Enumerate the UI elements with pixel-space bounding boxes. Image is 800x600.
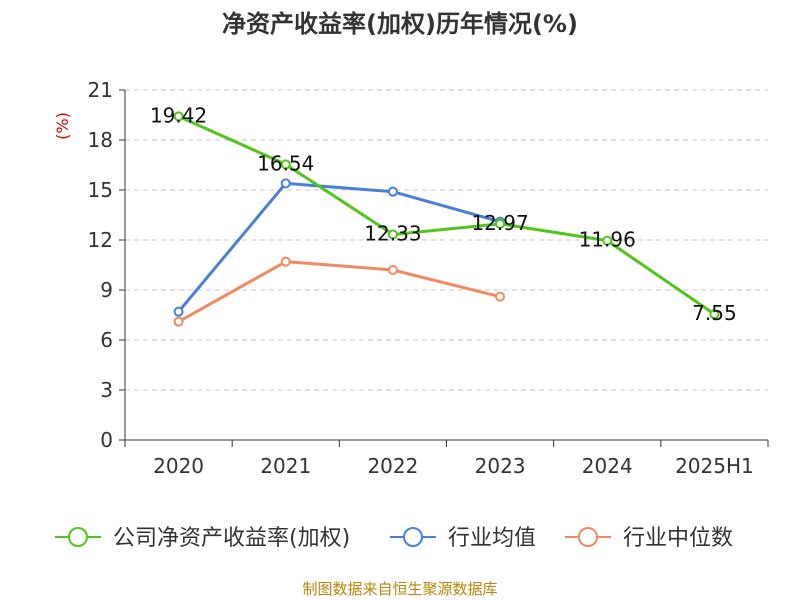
series-line — [177, 181, 501, 313]
y-tick-label: 0 — [100, 428, 113, 452]
legend-label: 行业中位数 — [623, 526, 733, 551]
data-point — [387, 186, 398, 197]
data-point — [495, 218, 506, 229]
x-tick-label: 2023 — [475, 454, 526, 478]
legend-marker — [68, 527, 88, 547]
y-tick-label: 6 — [100, 328, 113, 352]
series-line — [177, 260, 501, 323]
series-line — [177, 114, 716, 316]
legend-label: 行业均值 — [448, 526, 536, 551]
x-tick-label: 2024 — [582, 454, 633, 478]
y-tick-label: 12 — [88, 228, 113, 252]
data-label: 12.97 — [471, 211, 528, 235]
y-tick-label: 18 — [88, 128, 113, 152]
data-point — [495, 291, 506, 302]
x-tick-label: 2021 — [260, 454, 311, 478]
source-note: 制图数据来自恒生聚源数据库 — [302, 580, 498, 598]
legend-marker — [403, 527, 423, 547]
data-label: 11.96 — [579, 228, 636, 252]
legend-label: 公司净资产收益率(加权) — [113, 526, 350, 551]
data-labels: 19.42 16.54 12.33 12.97 11.96 7.55 — [150, 103, 737, 325]
chart-title: 净资产收益率(加权)历年情况(%) — [222, 10, 578, 38]
gridlines — [125, 89, 768, 391]
x-tick-label: 2025H1 — [675, 454, 754, 478]
y-tick-label: 9 — [100, 278, 113, 302]
legend-marker — [578, 527, 598, 547]
data-point — [173, 111, 184, 122]
series-lines — [173, 111, 720, 327]
x-tick-label: 2020 — [153, 454, 204, 478]
data-label: 16.54 — [257, 151, 314, 175]
data-point — [387, 229, 398, 240]
data-label: 7.55 — [692, 301, 737, 325]
x-tick-label: 2022 — [367, 454, 418, 478]
data-point — [173, 306, 184, 317]
y-tick-label: 21 — [88, 78, 113, 102]
data-point — [602, 235, 613, 246]
y-tick-label: 3 — [100, 378, 113, 402]
data-point — [280, 256, 291, 267]
data-point — [280, 159, 291, 170]
data-point — [387, 265, 398, 275]
data-label: 19.42 — [150, 103, 207, 127]
y-axis-label: (%) — [53, 112, 72, 140]
legend: 公司净资产收益率(加权) 行业均值 行业中位数 — [55, 526, 733, 551]
y-tick-label: 15 — [88, 178, 113, 202]
data-point — [709, 309, 720, 320]
data-label: 12.33 — [364, 222, 421, 246]
data-point — [173, 316, 184, 327]
axes: 0 3 6 9 12 15 18 21 2020 2021 2022 2023 2024 2025H1 — [88, 78, 769, 478]
data-point — [280, 178, 291, 189]
